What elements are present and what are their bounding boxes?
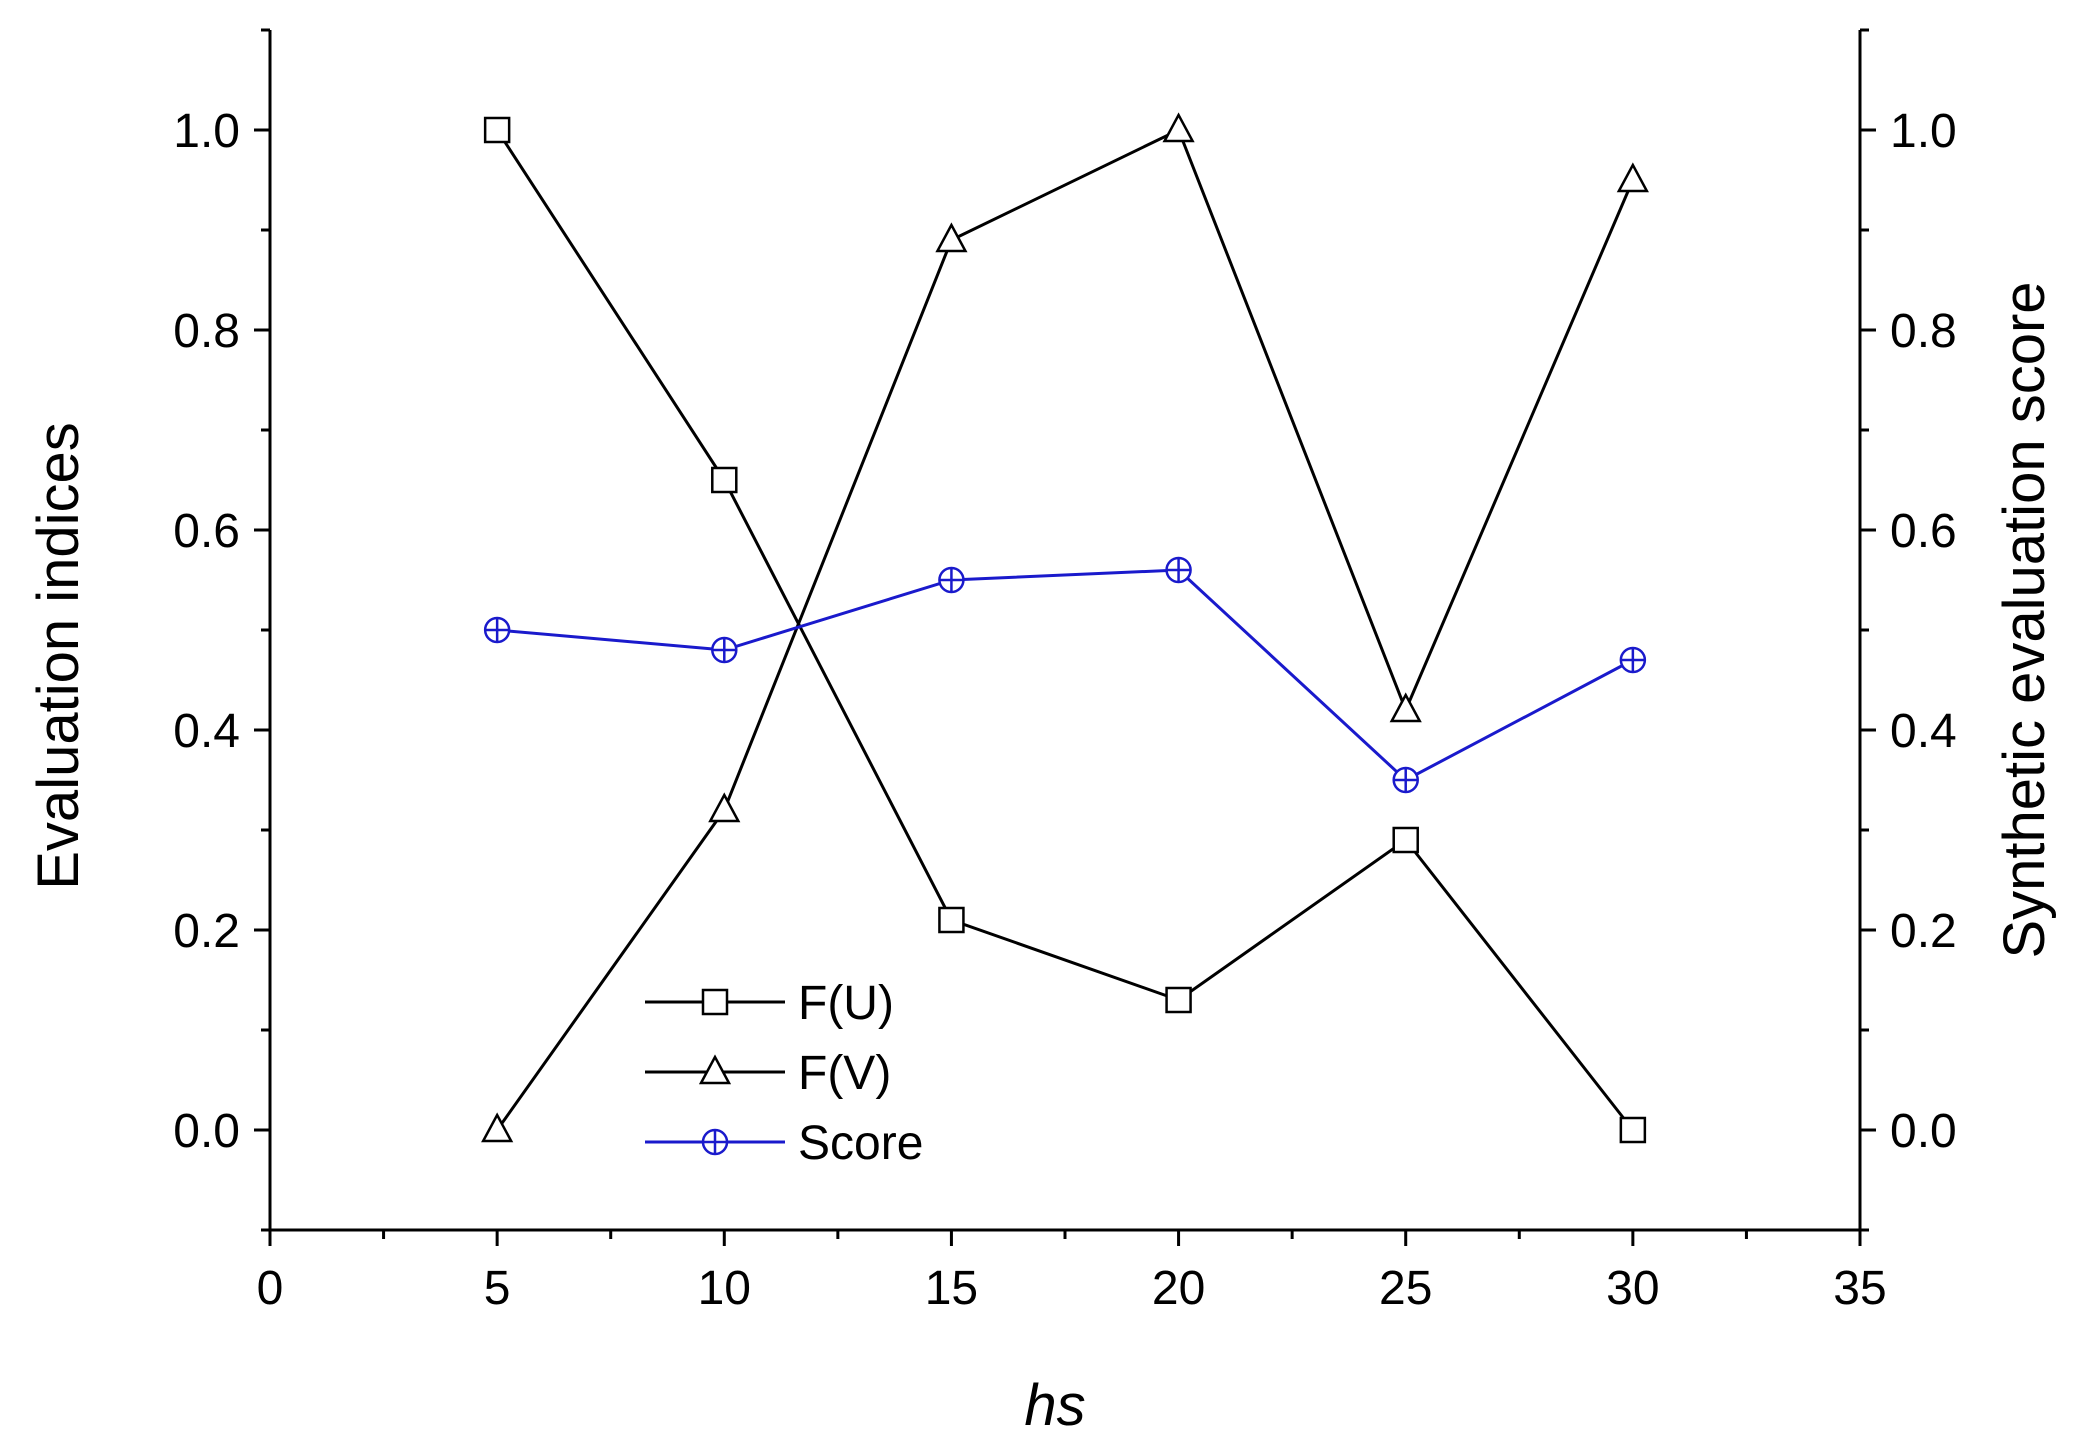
legend: F(U) F(V) Score: [645, 977, 923, 1170]
y-tick-label: 1.0: [173, 105, 240, 158]
data-point: [483, 616, 511, 644]
data-point: [1165, 986, 1192, 1014]
legend-label: Score: [798, 1117, 923, 1170]
y2-tick-label: 0.6: [1890, 505, 1957, 558]
y2-tick-label: 0.8: [1890, 305, 1957, 358]
x-tick-label: 25: [1379, 1262, 1432, 1315]
x-tick-label: 30: [1606, 1262, 1659, 1315]
data-point: [1619, 1116, 1647, 1144]
data-point: [708, 792, 741, 823]
data-point: [1392, 826, 1419, 854]
legend-item: F(U): [645, 977, 894, 1030]
data-point: [1162, 112, 1195, 143]
y2-tick-label: 0.2: [1890, 905, 1957, 958]
data-point: [711, 636, 738, 664]
series-3: [483, 556, 1647, 794]
series-layer: [481, 112, 1649, 1144]
series-line: [495, 127, 1635, 1131]
y-tick-label: 0.8: [173, 305, 240, 358]
y-tick-label: 0.6: [173, 505, 240, 558]
y-axis-title: Evaluation indices: [26, 422, 91, 890]
legend-item: Score: [645, 1117, 923, 1170]
data-point: [1616, 162, 1649, 193]
series-2: [481, 112, 1649, 1143]
legend-label: F(U): [798, 977, 894, 1030]
series-1: [483, 116, 1647, 1144]
data-point: [483, 116, 511, 144]
data-point: [1392, 766, 1419, 794]
y-tick-label: 0.2: [173, 905, 240, 958]
y-axis-left: 0.0 0.2 0.4 0.6 0.8 1.0: [173, 28, 270, 1232]
series-line: [495, 129, 1635, 1131]
data-point: [1389, 692, 1422, 723]
y2-tick-label: 0.0: [1890, 1105, 1957, 1158]
x-tick-label: 15: [925, 1262, 978, 1315]
y-axis-right: 0.0 0.2 0.4 0.6 0.8 1.0: [1860, 28, 1957, 1232]
data-point: [1165, 556, 1192, 584]
x-axis: 0 5 10 15 20 25 30 35: [257, 1230, 1887, 1315]
x-tick-label: 20: [1152, 1262, 1205, 1315]
y-tick-label: 0.4: [173, 705, 240, 758]
data-point: [935, 222, 968, 253]
data-point: [938, 906, 965, 934]
legend-marker: [701, 988, 729, 1016]
data-point: [481, 1112, 514, 1143]
x-tick-label: 10: [698, 1262, 751, 1315]
legend-marker: [698, 1054, 732, 1085]
x-axis-title: hs: [1024, 1373, 1085, 1438]
y-tick-label: 0.0: [173, 1105, 240, 1158]
data-point: [1619, 646, 1647, 674]
legend-label: F(V): [798, 1047, 891, 1100]
x-tick-label: 35: [1833, 1262, 1886, 1315]
legend-item: F(V): [645, 1047, 891, 1100]
x-tick-label: 5: [484, 1262, 511, 1315]
data-point: [938, 566, 965, 594]
x-tick-label: 0: [257, 1262, 284, 1315]
y2-axis-title: Synthetic evaluation score: [1992, 281, 2057, 958]
series-line: [497, 568, 1634, 782]
data-point: [711, 466, 738, 494]
y2-tick-label: 1.0: [1890, 105, 1957, 158]
y2-tick-label: 0.4: [1890, 705, 1957, 758]
legend-marker: [701, 1128, 729, 1156]
